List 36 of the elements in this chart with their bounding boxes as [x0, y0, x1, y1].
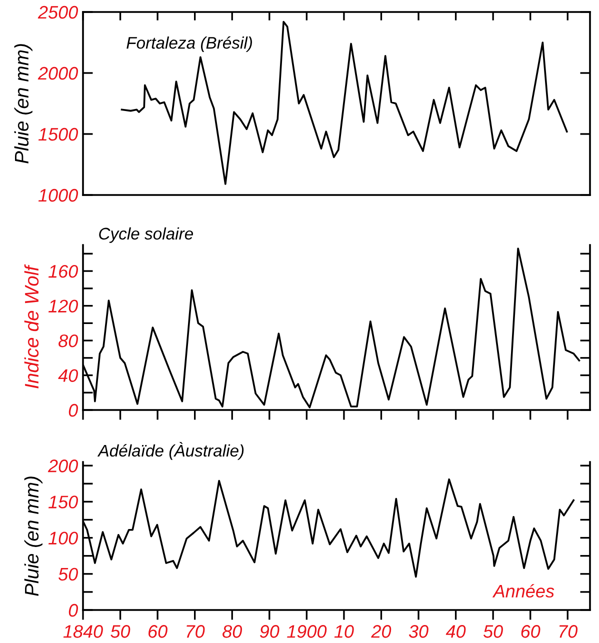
y-tick-label: 1000 — [38, 188, 78, 202]
text: Fortaleza (Brésil) — [126, 36, 252, 52]
y-tick-label: 120 — [48, 300, 78, 313]
y-tick-label: 150 — [48, 496, 78, 508]
y-tick-label: 2000 — [38, 66, 78, 80]
y-tick-label: 160 — [48, 264, 78, 278]
x-tick-label: 1840 — [63, 625, 103, 638]
x-tick-label: 90 — [260, 625, 280, 638]
y-axis-title: Indice de Wolf — [24, 264, 39, 388]
chart-title: Adélaïde (Àustralie) — [97, 442, 244, 460]
y-tick-label: 80 — [58, 334, 78, 348]
y-tick-label: 2500 — [38, 6, 78, 19]
y-tick-label: 40 — [58, 369, 78, 382]
y-tick-label: 50 — [58, 568, 78, 581]
x-tick-label: 20 — [371, 625, 392, 638]
chart-title: Cycle solaire — [99, 227, 193, 243]
x-tick-label: 50 — [483, 625, 503, 638]
line-series — [120, 20, 568, 185]
x-tick-label: 70 — [186, 625, 205, 638]
x-tick-label: 80 — [222, 625, 242, 638]
y-axis-title: Pluie (en mm) — [24, 476, 42, 596]
y-tick-label: 0 — [68, 604, 78, 617]
x-tick-label: 10 — [334, 625, 354, 638]
x-tick-label: 1900 — [287, 625, 327, 638]
y-tick-label: 200 — [48, 460, 78, 472]
x-axis-title: Années — [492, 584, 554, 598]
x-tick-label: 70 — [559, 625, 578, 638]
x-tick-label: 60 — [521, 625, 540, 638]
y-tick-label: 0 — [68, 404, 78, 417]
x-tick-label: 30 — [408, 625, 428, 638]
x-tick-label: 60 — [148, 625, 168, 638]
y-axis-title: Pluie (en mm) — [14, 44, 32, 164]
y-tick-label: 1500 — [38, 128, 78, 141]
x-tick-label: 40 — [446, 625, 466, 638]
x-tick-label: 50 — [110, 625, 130, 638]
y-tick-label: 100 — [48, 532, 78, 545]
